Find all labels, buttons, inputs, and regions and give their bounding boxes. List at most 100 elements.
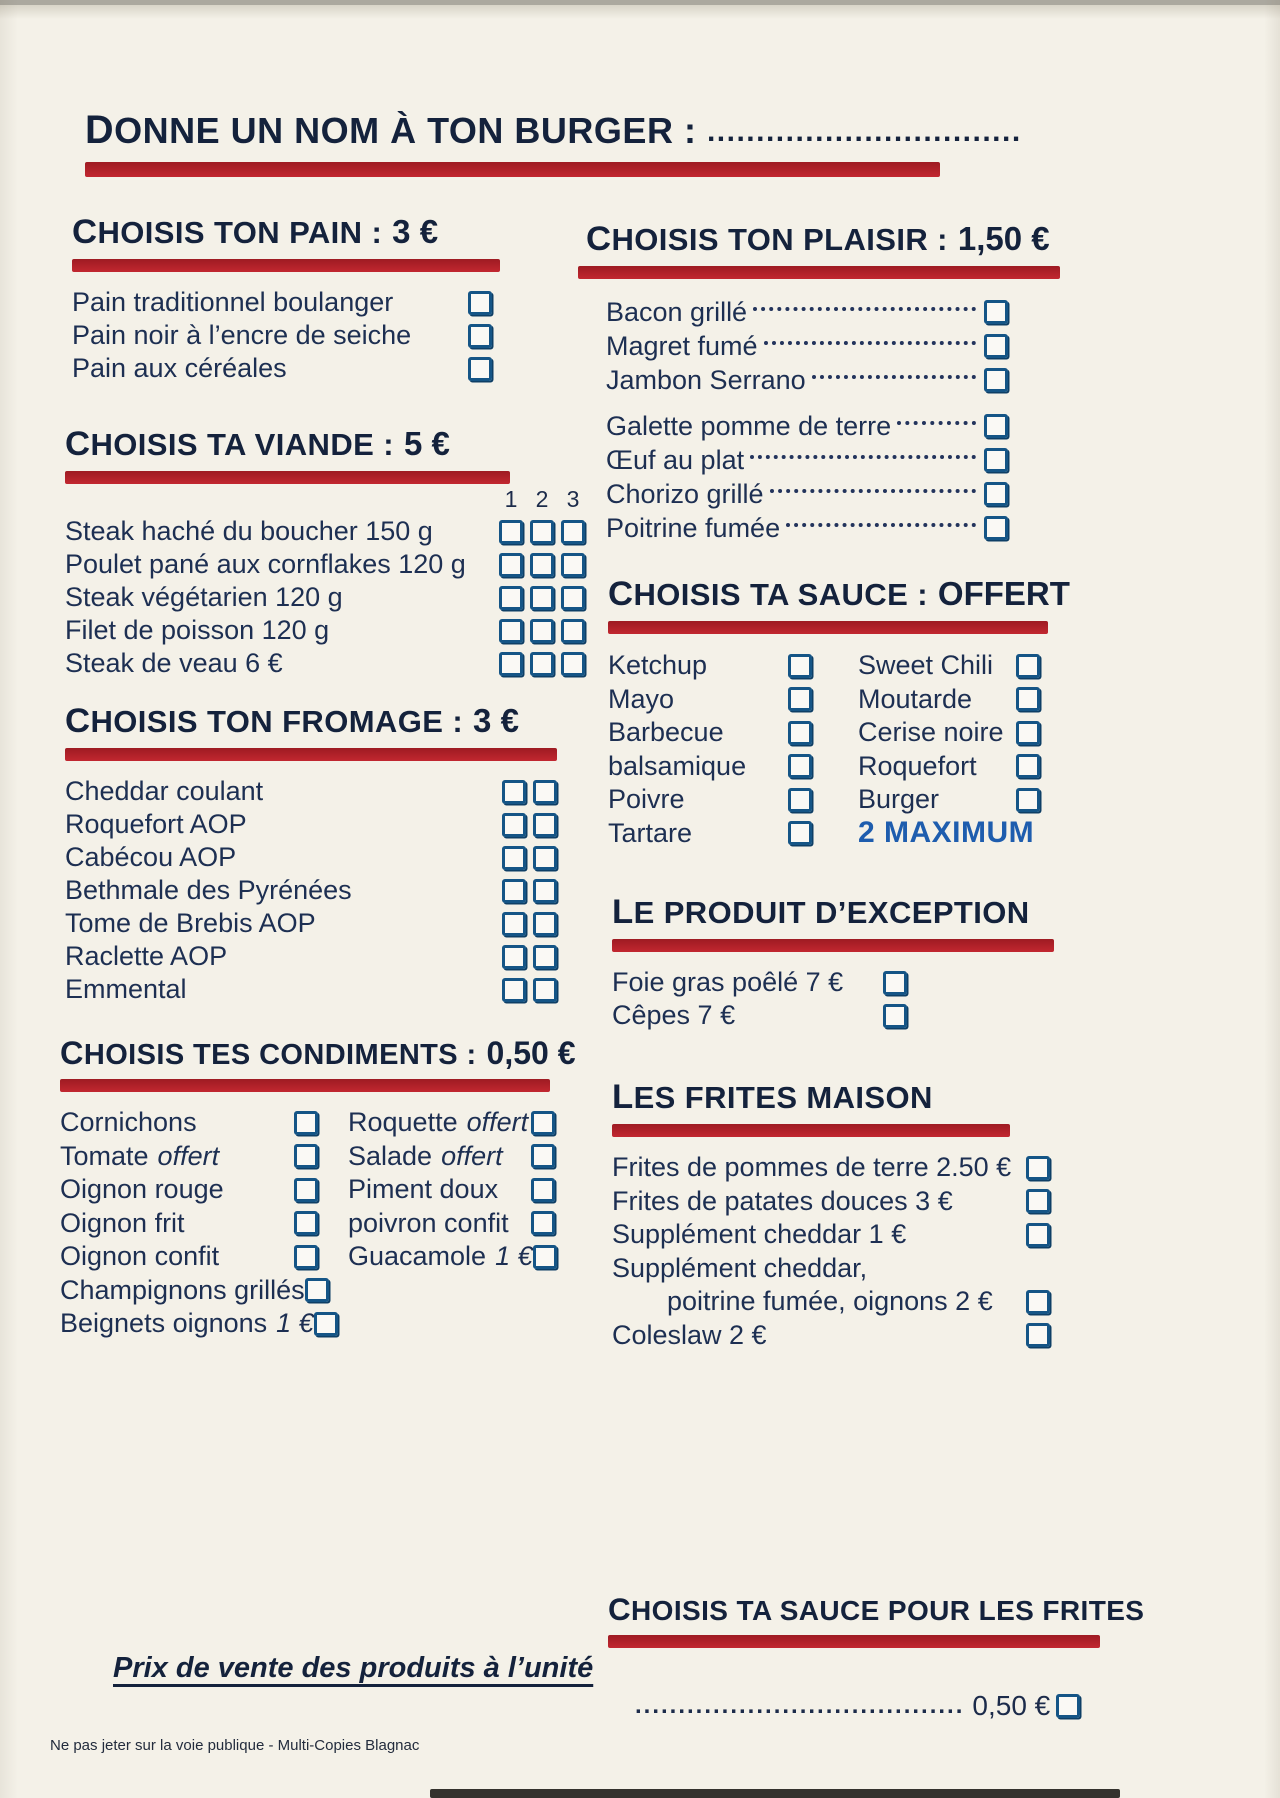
checkbox[interactable]: [530, 651, 554, 676]
section-condiments: CHOISIS TES CONDIMENTS :0,50 € Cornichon…: [60, 1035, 620, 1341]
checkbox[interactable]: [499, 585, 523, 610]
red-underline: [72, 259, 500, 272]
checkbox[interactable]: [1026, 1289, 1050, 1314]
checkbox[interactable]: [788, 653, 812, 678]
checkbox[interactable]: [533, 878, 557, 903]
checkbox[interactable]: [499, 651, 523, 676]
checkbox[interactable]: [883, 970, 907, 995]
sauce-frites-field[interactable]: ......................................: [635, 1692, 965, 1719]
menu-item-row: Emmental: [65, 973, 557, 1006]
checkbox[interactable]: [502, 779, 526, 804]
checkbox[interactable]: [883, 1003, 907, 1028]
checkbox[interactable]: [533, 911, 557, 936]
checkbox[interactable]: [1016, 787, 1040, 812]
condiments-right-column: Roquette offert Salade offert Piment doux …: [348, 1106, 557, 1341]
checkbox[interactable]: [499, 552, 523, 577]
checkbox[interactable]: [561, 618, 585, 643]
checkbox[interactable]: [294, 1144, 318, 1169]
checkbox[interactable]: [533, 845, 557, 870]
checkbox[interactable]: [468, 356, 492, 381]
checkbox[interactable]: [561, 519, 585, 544]
checkbox[interactable]: [502, 812, 526, 837]
checkbox[interactable]: [788, 787, 812, 812]
checkbox[interactable]: [530, 618, 554, 643]
checkbox[interactable]: [561, 585, 585, 610]
checkbox[interactable]: [984, 334, 1008, 358]
checkbox[interactable]: [1026, 1189, 1050, 1214]
checkbox[interactable]: [502, 911, 526, 936]
qty-3-label: 3: [566, 486, 580, 512]
checkbox[interactable]: [313, 1311, 338, 1336]
item-label: Galette pomme de terre: [606, 410, 892, 441]
checkbox[interactable]: [532, 1244, 557, 1269]
checkbox[interactable]: [984, 414, 1008, 438]
checkbox[interactable]: [468, 290, 492, 315]
checkbox[interactable]: [1016, 687, 1040, 712]
section-price: 0,50 €: [486, 1035, 576, 1071]
item-label: Beignets oignons: [60, 1308, 268, 1339]
checkbox[interactable]: [530, 585, 554, 610]
checkbox[interactable]: [533, 977, 557, 1002]
checkbox[interactable]: [1026, 1323, 1050, 1348]
checkbox[interactable]: [788, 687, 812, 712]
burger-name-field[interactable]: ................................: [706, 115, 1022, 148]
checkbox[interactable]: [788, 821, 812, 846]
checkbox[interactable]: [499, 618, 523, 643]
checkbox[interactable]: [502, 878, 526, 903]
item-label: Sweet Chili: [858, 650, 994, 681]
burger-name-section: DONNE UN NOM À TON BURGER : ............…: [85, 108, 1185, 177]
section-price: 3 €: [392, 213, 439, 250]
checkbox[interactable]: [468, 323, 492, 348]
checkbox[interactable]: [984, 300, 1008, 324]
checkbox[interactable]: [1026, 1155, 1050, 1180]
red-underline: [612, 939, 1054, 952]
checkbox[interactable]: [561, 552, 585, 577]
section-price: 5 €: [403, 425, 450, 462]
item-price: 0,50 €: [972, 1690, 1051, 1721]
checkbox[interactable]: [294, 1110, 318, 1135]
checkbox[interactable]: [984, 368, 1008, 392]
checkbox[interactable]: [294, 1244, 318, 1269]
checkbox[interactable]: [984, 516, 1008, 540]
checkbox[interactable]: [984, 448, 1008, 472]
quantity-header: 1 2 3: [65, 486, 585, 513]
checkbox[interactable]: [531, 1177, 555, 1202]
item-note: 1 €: [276, 1308, 314, 1339]
menu-item-row: Galette pomme de terre: [606, 409, 1008, 443]
item-label: Bacon grillé: [606, 296, 748, 327]
checkbox[interactable]: [561, 651, 585, 676]
checkbox[interactable]: [533, 944, 557, 969]
checkbox[interactable]: [533, 779, 557, 804]
menu-item-row: Mayo Moutarde: [608, 683, 1068, 717]
checkbox[interactable]: [1016, 720, 1040, 745]
checkbox[interactable]: [531, 1144, 555, 1169]
checkbox[interactable]: [530, 519, 554, 544]
checkbox[interactable]: [294, 1177, 318, 1202]
checkbox[interactable]: [294, 1211, 318, 1236]
menu-item-row: Pain traditionnel boulanger: [72, 286, 492, 319]
checkbox[interactable]: [502, 944, 526, 969]
checkbox[interactable]: [984, 482, 1008, 506]
checkbox[interactable]: [533, 812, 557, 837]
checkbox[interactable]: [502, 977, 526, 1002]
checkbox[interactable]: [304, 1278, 329, 1303]
checkbox[interactable]: [788, 754, 812, 779]
checkbox[interactable]: [530, 552, 554, 577]
item-label: Ketchup: [608, 650, 708, 681]
item-label: Pain aux céréales: [72, 353, 287, 383]
menu-item-row: Cêpes 7 €: [612, 999, 907, 1032]
checkbox[interactable]: [788, 720, 812, 745]
menu-item-row: Poivre Burger: [608, 783, 1068, 817]
checkbox[interactable]: [531, 1211, 555, 1236]
checkbox[interactable]: [531, 1110, 555, 1135]
section-heading: CHOISIS TA VIANDE :: [65, 425, 394, 463]
menu-item-row: poitrine fumée, oignons 2 €: [612, 1285, 1050, 1319]
checkbox[interactable]: [1016, 754, 1040, 779]
item-label: Roquefort AOP: [65, 809, 247, 839]
qty-1-label: 1: [504, 486, 518, 512]
checkbox[interactable]: [502, 845, 526, 870]
checkbox[interactable]: [1016, 653, 1040, 678]
checkbox[interactable]: [1056, 1694, 1081, 1718]
checkbox[interactable]: [499, 519, 523, 544]
checkbox[interactable]: [1026, 1222, 1050, 1247]
